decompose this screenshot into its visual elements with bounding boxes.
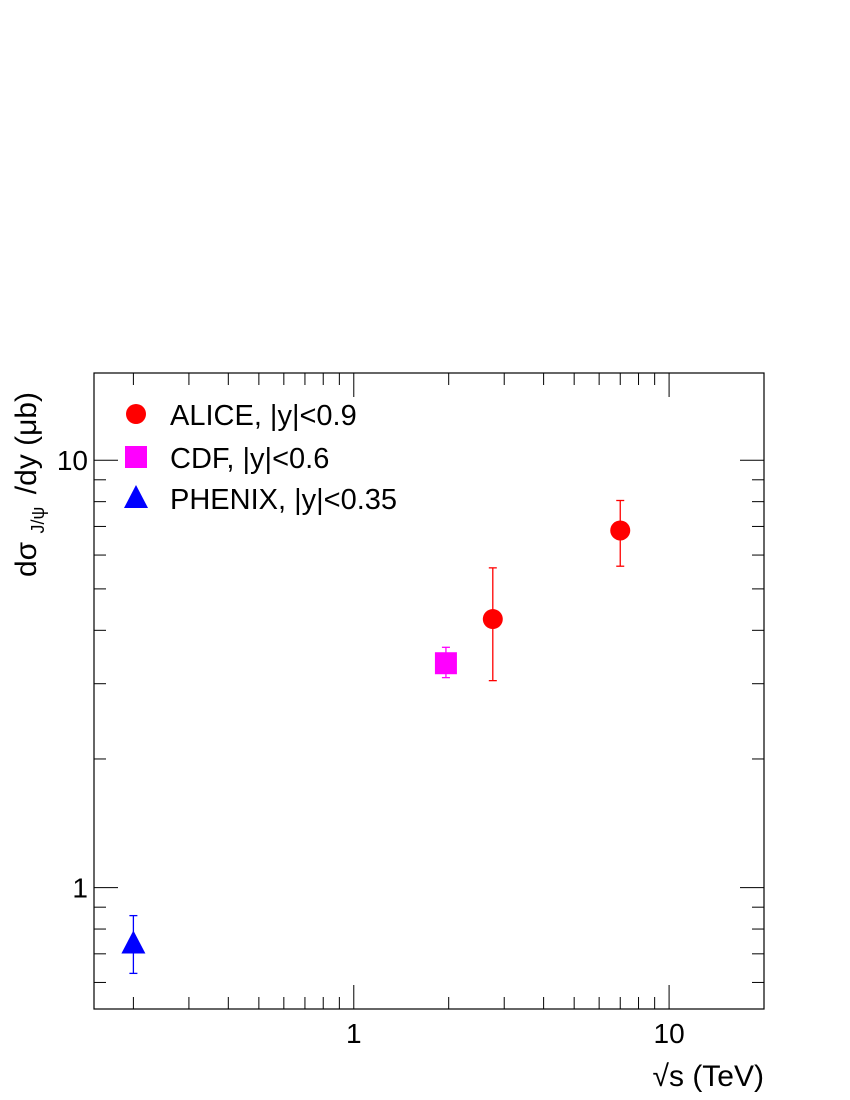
y-axis-label-sub: J/ψ xyxy=(28,507,48,534)
y-axis-label-tail: /dy (μb) xyxy=(10,392,43,494)
legend-marker xyxy=(126,404,146,424)
tick-labels: 1 10 1 10 xyxy=(57,445,685,1049)
legend-marker xyxy=(125,446,147,468)
legend-label: CDF, |y|<0.6 xyxy=(170,443,329,475)
legend-marker xyxy=(124,485,148,508)
data-point xyxy=(121,930,146,954)
y-tick-label: 10 xyxy=(57,445,88,476)
data-point xyxy=(610,520,631,541)
x-axis-label: √s (TeV) xyxy=(653,1060,764,1093)
data-point xyxy=(482,609,503,630)
legend: ALICE, |y|<0.9 CDF, |y|<0.6 PHENIX, |y|<0.… xyxy=(124,400,397,516)
x-tick-label: 1 xyxy=(346,1018,362,1049)
data-marks xyxy=(121,499,631,975)
axis-ticks xyxy=(94,373,765,1009)
plot-frame xyxy=(93,372,765,1010)
legend-label: PHENIX, |y|<0.35 xyxy=(170,484,397,516)
x-tick-label: 10 xyxy=(654,1018,685,1049)
y-axis-label: dσ J/ψ /dy (μb) xyxy=(10,392,51,577)
y-tick-label: 1 xyxy=(72,873,88,904)
legend-label: ALICE, |y|<0.9 xyxy=(170,400,357,432)
data-point xyxy=(434,652,457,675)
y-axis-label-main: dσ xyxy=(10,541,43,577)
